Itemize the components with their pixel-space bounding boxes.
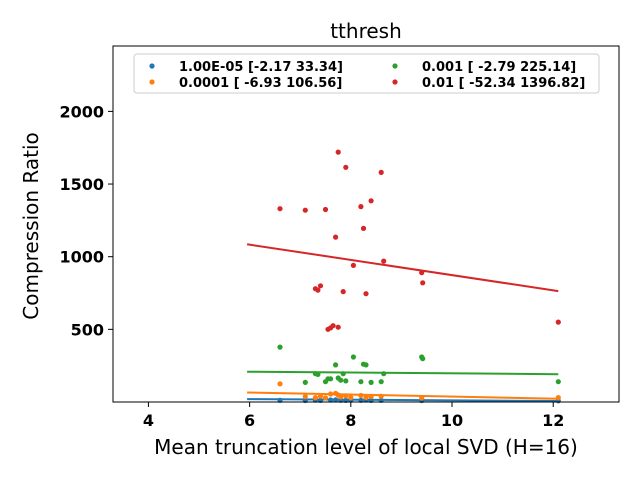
legend: 1.00E-05 [-2.17 33.34]0.0001 [ -6.93 106… xyxy=(133,53,600,94)
point-series-3-20 xyxy=(381,258,387,264)
legend-entry-1: 0.0001 [ -6.93 106.56] xyxy=(179,76,342,91)
point-series-1-2 xyxy=(312,395,318,401)
legend-box xyxy=(133,53,600,94)
legend-entry-2: 0.001 [ -2.79 225.14] xyxy=(422,60,576,75)
point-series-2-16 xyxy=(368,379,374,385)
point-series-3-3 xyxy=(315,287,321,293)
point-series-2-21 xyxy=(555,379,561,385)
point-series-3-13 xyxy=(343,164,349,170)
point-series-1-0 xyxy=(277,381,283,387)
point-series-3-12 xyxy=(340,289,346,295)
point-series-3-23 xyxy=(555,319,561,325)
point-series-1-10 xyxy=(348,395,354,401)
point-series-2-17 xyxy=(378,379,384,385)
point-series-2-12 xyxy=(350,354,356,360)
y-tick-label-0: 500 xyxy=(71,320,104,339)
point-series-2-9 xyxy=(338,377,344,383)
point-series-2-20 xyxy=(420,356,426,362)
x-tick-label-0: 4 xyxy=(143,411,154,430)
point-series-3-5 xyxy=(322,206,329,213)
point-series-1-8 xyxy=(338,394,344,400)
legend-marker-0 xyxy=(149,63,155,69)
point-series-1-12 xyxy=(363,394,369,400)
point-series-1-4 xyxy=(322,395,329,401)
point-series-2-7 xyxy=(333,362,339,368)
legend-marker-3 xyxy=(392,79,398,85)
legend-entry-0: 1.00E-05 [-2.17 33.34] xyxy=(179,60,343,75)
x-tick-label-2: 8 xyxy=(345,411,356,430)
x-tick-label-4: 12 xyxy=(542,411,564,430)
legend-marker-2 xyxy=(392,63,398,69)
x-tick-label-1: 6 xyxy=(244,411,255,430)
legend-marker-1 xyxy=(149,79,155,85)
point-series-2-11 xyxy=(343,378,349,384)
legend-entry-3: 0.01 [ -52.34 1396.82] xyxy=(422,76,585,91)
x-axis: 4 6 8 10 12 xyxy=(143,402,564,430)
y-tick-label-1: 1000 xyxy=(59,248,104,267)
chart-title: tthresh xyxy=(330,19,402,43)
point-series-3-19 xyxy=(378,169,384,175)
point-series-2-1 xyxy=(302,379,308,385)
point-series-2-15 xyxy=(363,362,369,368)
point-series-3-16 xyxy=(360,225,367,231)
point-series-3-14 xyxy=(350,262,356,268)
x-axis-label: Mean truncation level of local SVD (H=16… xyxy=(154,435,578,459)
point-series-3-22 xyxy=(420,280,426,286)
point-series-3-8 xyxy=(330,323,336,329)
point-series-1-1 xyxy=(302,393,308,400)
point-series-2-13 xyxy=(358,379,364,385)
point-series-3-4 xyxy=(317,283,324,289)
plot-area xyxy=(246,149,561,404)
point-series-2-6 xyxy=(328,376,334,382)
y-tick-label-3: 2000 xyxy=(59,102,104,121)
point-series-3-17 xyxy=(363,291,369,297)
x-tick-label-3: 10 xyxy=(441,411,463,430)
point-series-3-18 xyxy=(368,198,374,204)
point-series-2-0 xyxy=(277,344,283,350)
point-series-3-10 xyxy=(335,324,341,330)
y-tick-label-2: 1500 xyxy=(59,175,104,194)
fit-line-series-1 xyxy=(247,391,559,400)
point-series-3-1 xyxy=(302,207,308,213)
y-axis: 500 1000 1500 2000 xyxy=(59,102,113,339)
point-series-3-11 xyxy=(335,149,341,155)
fit-line-series-2 xyxy=(247,370,559,376)
fit-line-series-0 xyxy=(247,398,559,402)
point-series-3-15 xyxy=(358,204,364,210)
point-series-3-0 xyxy=(277,206,283,212)
point-series-3-9 xyxy=(333,234,339,240)
plot-frame xyxy=(112,45,620,403)
fit-line-series-3 xyxy=(246,243,559,293)
y-axis-label: Compression Ratio xyxy=(19,132,43,319)
